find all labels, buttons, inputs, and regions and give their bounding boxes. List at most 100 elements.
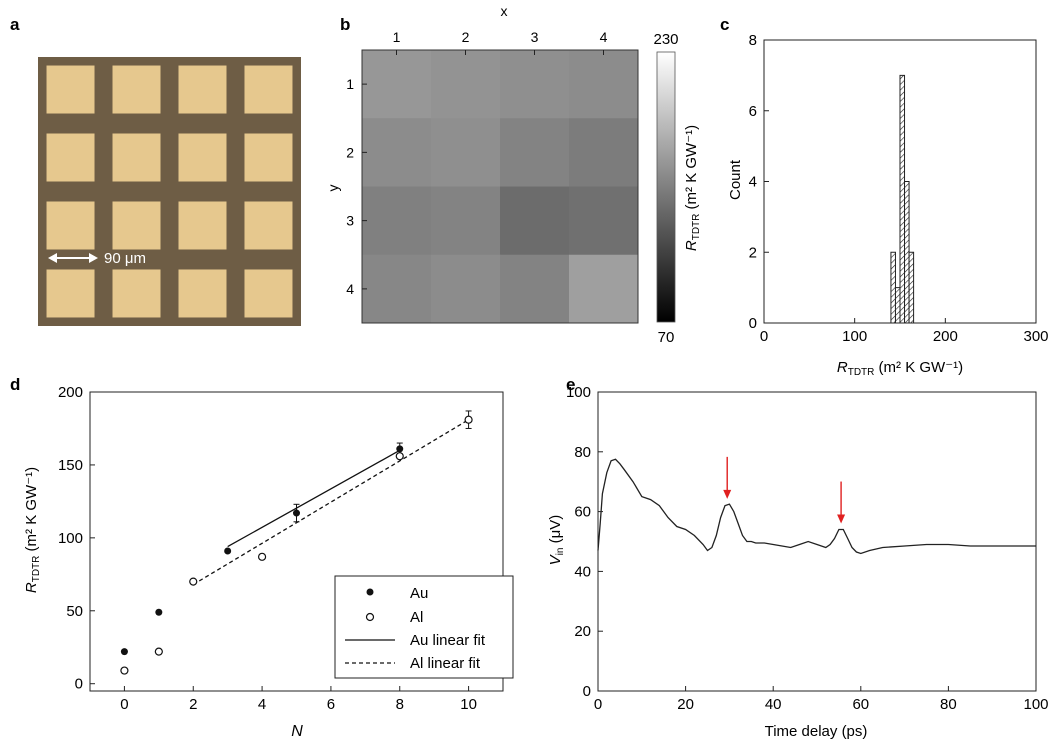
heatmap-cell [362, 50, 432, 119]
metal-pad [46, 65, 95, 114]
y-tick-label: 20 [574, 623, 591, 640]
colorbar-label: RTDTR (m² K GW⁻¹) [683, 125, 702, 251]
histogram-bar [899, 74, 906, 324]
metal-pad [178, 201, 227, 250]
heatmap-cell [500, 186, 570, 256]
au-point [293, 509, 300, 517]
metal-pad [46, 201, 95, 250]
metal-pad [178, 133, 227, 182]
x-tick-label: 40 [765, 696, 782, 713]
legend-box [334, 575, 514, 679]
y-tick-label: 2 [749, 244, 757, 261]
x-tick-label: 100 [842, 328, 867, 345]
au-point [120, 648, 128, 656]
metal-pad [178, 269, 227, 318]
x-tick-label: 2 [189, 696, 197, 713]
x-tick-label: 3 [531, 29, 539, 45]
metal-pad [244, 201, 293, 250]
scatter-points [120, 410, 473, 675]
legend-al-label: Al [410, 609, 423, 626]
y-tick-label: 0 [75, 676, 83, 693]
heatmap-cell [569, 50, 639, 119]
panel-letter-b: b [340, 15, 350, 34]
histogram-bar [890, 251, 896, 324]
heatmap-frame [361, 49, 639, 324]
histogram-bars [890, 74, 915, 324]
metal-pad [46, 133, 95, 182]
al-point [120, 666, 129, 675]
y-tick-label: 6 [749, 103, 757, 120]
heatmap-cell [362, 186, 432, 256]
au-point [224, 547, 232, 555]
au-point [155, 608, 163, 616]
x-tick-label: 20 [677, 696, 694, 713]
panel-letter-c: c [720, 15, 729, 34]
x-tick-label: 0 [594, 696, 602, 713]
y-tick-label: 60 [574, 504, 591, 521]
x-tick-label: 4 [600, 29, 608, 45]
y-tick-label: 40 [574, 563, 591, 580]
micrograph-pads [46, 65, 293, 318]
histogram-bar [904, 181, 910, 324]
heatmap-cell [431, 254, 501, 324]
signal-line [597, 458, 1036, 555]
al-point [189, 577, 198, 586]
heatmap-cell [431, 186, 501, 256]
x-tick-label: 80 [940, 696, 957, 713]
legend-al-marker [365, 612, 375, 622]
y-tick-label: 80 [574, 444, 591, 461]
micrograph-panel: 90 μm [38, 57, 301, 326]
y-tick-label: 1 [346, 76, 354, 92]
heatmap-cells [362, 50, 639, 324]
x-tick-label: 8 [396, 696, 404, 713]
y-tick-label: 4 [749, 174, 757, 191]
scatter-y-label: RTDTR (m² K GW⁻¹) [23, 467, 42, 593]
heatmap-cell [431, 118, 501, 187]
histogram-x-label: RTDTR (m² K GW⁻¹) [837, 359, 963, 378]
metal-pad [178, 65, 227, 114]
y-tick-label: 2 [346, 144, 354, 160]
histogram-axes: 0 100 200 300 0 2 4 6 8 [749, 32, 1049, 345]
legend-au-label: Au [410, 585, 428, 602]
al-point [154, 647, 163, 656]
x-tick-label: 6 [327, 696, 335, 713]
line-x-label: Time delay (ps) [765, 723, 868, 740]
y-tick-label: 100 [58, 530, 83, 547]
metal-pad [244, 133, 293, 182]
scale-bar-label: 90 μm [104, 250, 146, 267]
metal-pad [244, 269, 293, 318]
plot-frame [89, 391, 504, 692]
peak-arrow-head [723, 489, 732, 499]
line-y-label: Vin (μV) [547, 515, 566, 566]
y-tick-label: 4 [346, 281, 354, 297]
heatmap-cell [431, 50, 501, 119]
au-point [396, 445, 404, 453]
x-tick-label: 4 [258, 696, 266, 713]
scatter-x-label: N [291, 723, 303, 740]
colorbar-min-label: 70 [658, 329, 675, 346]
y-tick-label: 150 [58, 457, 83, 474]
heatmap-cell [362, 254, 432, 324]
plot-frame [597, 391, 1037, 692]
fit-lines [192, 419, 469, 586]
y-tick-label: 200 [58, 384, 83, 401]
scale-arrow [48, 253, 98, 263]
al-point [257, 552, 267, 561]
y-tick-label: 50 [66, 603, 83, 620]
legend-au-fit-label: Au linear fit [410, 632, 486, 649]
panel-letter-a: a [10, 15, 20, 34]
heatmap-cell [569, 118, 639, 187]
metal-pad [112, 201, 161, 250]
histogram-panel: 0 100 200 300 0 2 4 6 8 Count RTDTR (m² K GW⁻¹) [727, 32, 1049, 378]
colorbar-max-label: 230 [653, 31, 678, 48]
x-tick-label: 2 [462, 29, 470, 45]
metal-pad [112, 65, 161, 114]
heatmap-cell [500, 254, 570, 324]
y-tick-label: 8 [749, 32, 757, 49]
heatmap-x-label: x [501, 3, 508, 19]
peak-arrows [723, 456, 846, 524]
legend-al-fit-label: Al linear fit [410, 655, 481, 672]
heatmap-cell [500, 50, 570, 119]
